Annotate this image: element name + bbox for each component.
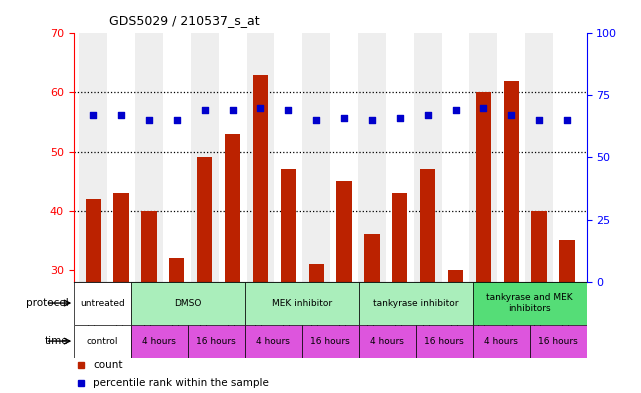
Bar (469, 33, 497, 281)
Point (228, 107, 238, 114)
Bar (497, 33, 525, 281)
Text: 4 hours: 4 hours (142, 336, 176, 345)
Point (144, 117, 154, 123)
Text: DMSO: DMSO (174, 299, 201, 308)
Bar (529, 325, 587, 358)
Bar (245, 325, 302, 358)
Bar (413, 33, 442, 281)
Text: 16 hours: 16 hours (538, 336, 578, 345)
Bar (135, 33, 163, 281)
Bar (281, 169, 296, 281)
Bar (420, 169, 435, 281)
Bar (472, 325, 529, 358)
Bar (74, 325, 131, 358)
Bar (308, 264, 324, 281)
Text: 16 hours: 16 hours (310, 336, 350, 345)
Point (116, 112, 126, 118)
Point (506, 112, 517, 118)
Bar (358, 281, 472, 325)
Text: tankyrase and MEK
inhibitors: tankyrase and MEK inhibitors (487, 293, 573, 313)
Text: 16 hours: 16 hours (196, 336, 236, 345)
Text: control: control (87, 336, 118, 345)
Bar (85, 199, 101, 281)
Bar (225, 134, 240, 281)
Bar (79, 33, 107, 281)
Bar (247, 33, 274, 281)
Point (395, 115, 405, 121)
Bar (169, 258, 185, 281)
Text: GDS5029 / 210537_s_at: GDS5029 / 210537_s_at (109, 15, 260, 28)
Bar (188, 325, 245, 358)
Text: untreated: untreated (80, 299, 124, 308)
Bar (358, 325, 415, 358)
Text: protocol: protocol (26, 298, 69, 308)
Point (478, 105, 488, 111)
Bar (113, 193, 129, 281)
Bar (392, 193, 408, 281)
Point (534, 117, 544, 123)
Point (562, 117, 572, 123)
Point (199, 107, 210, 114)
Bar (131, 325, 188, 358)
Point (283, 107, 294, 114)
Bar (74, 281, 131, 325)
Text: 4 hours: 4 hours (370, 336, 404, 345)
Bar (553, 33, 581, 281)
Bar (219, 33, 247, 281)
Bar (163, 33, 191, 281)
Bar (386, 33, 413, 281)
Bar (560, 240, 575, 281)
Text: 4 hours: 4 hours (484, 336, 518, 345)
Bar (472, 281, 587, 325)
Point (422, 112, 433, 118)
Bar (330, 33, 358, 281)
Point (451, 107, 461, 114)
Bar (504, 81, 519, 281)
Bar (107, 33, 135, 281)
Bar (525, 33, 553, 281)
Bar (364, 234, 379, 281)
Text: time: time (45, 336, 69, 346)
Point (367, 117, 377, 123)
Bar (337, 181, 352, 281)
Bar (358, 33, 386, 281)
Point (88, 112, 98, 118)
Text: count: count (93, 360, 122, 371)
Bar (531, 211, 547, 281)
Bar (245, 281, 358, 325)
Bar (197, 158, 212, 281)
Point (311, 117, 321, 123)
Bar (191, 33, 219, 281)
Text: MEK inhibitor: MEK inhibitor (272, 299, 331, 308)
Bar (302, 325, 358, 358)
Text: 4 hours: 4 hours (256, 336, 290, 345)
Text: 16 hours: 16 hours (424, 336, 464, 345)
Bar (442, 33, 469, 281)
Bar (448, 270, 463, 281)
Point (339, 115, 349, 121)
Text: percentile rank within the sample: percentile rank within the sample (93, 378, 269, 388)
Bar (253, 75, 268, 281)
Bar (303, 33, 330, 281)
Bar (415, 325, 472, 358)
Point (172, 117, 182, 123)
Point (255, 105, 265, 111)
Bar (274, 33, 303, 281)
Bar (476, 92, 491, 281)
Bar (131, 281, 245, 325)
Bar (141, 211, 156, 281)
Text: tankyrase inhibitor: tankyrase inhibitor (373, 299, 458, 308)
